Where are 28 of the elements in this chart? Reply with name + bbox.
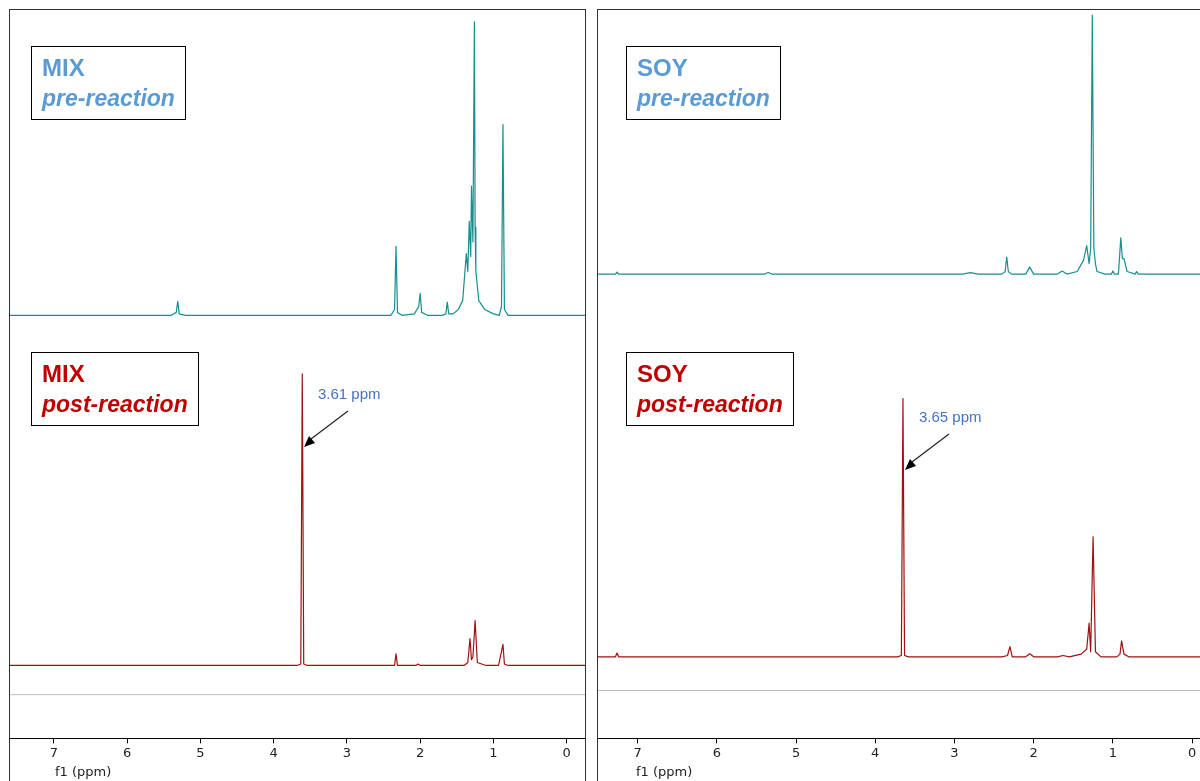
x-tick-label: 2 <box>1029 744 1038 760</box>
x-tick-label: 5 <box>196 744 205 760</box>
chart-title: MIX <box>42 359 86 389</box>
x-tick-label: 7 <box>633 744 642 760</box>
x-tick-label: 3 <box>950 744 959 760</box>
text: MIX <box>42 53 86 83</box>
chart-subtitle: post-reaction <box>637 390 783 419</box>
x-tick-label: 5 <box>791 744 801 760</box>
x-tick-label: 7 <box>49 744 59 760</box>
x-tick-label: 6 <box>123 744 132 760</box>
x-tick-label: 3 <box>342 744 352 760</box>
x-tick-label: 6 <box>712 744 721 760</box>
x-tick-label: 4 <box>871 744 880 760</box>
x-axis-title: f1 (ppm) <box>55 764 112 779</box>
x-tick-label: 0 <box>1187 744 1197 760</box>
text: SOY <box>637 53 689 83</box>
text: post-reaction <box>42 390 188 419</box>
x-tick-label: 1 <box>489 744 498 760</box>
text: pre-reaction <box>42 84 175 113</box>
annotation: 3.61 ppm <box>318 385 381 402</box>
chart-title: SOY <box>637 359 689 389</box>
x-tick-label: 1 <box>1108 744 1118 760</box>
x-tick-label: 4 <box>269 744 278 760</box>
x-tick-label: 2 <box>416 744 425 760</box>
x-axis-title: f1 (ppm) <box>636 764 693 779</box>
x-tick-label: 0 <box>562 744 571 760</box>
annotation: 3.65 ppm <box>919 408 982 425</box>
text: pre-reaction <box>637 84 770 113</box>
